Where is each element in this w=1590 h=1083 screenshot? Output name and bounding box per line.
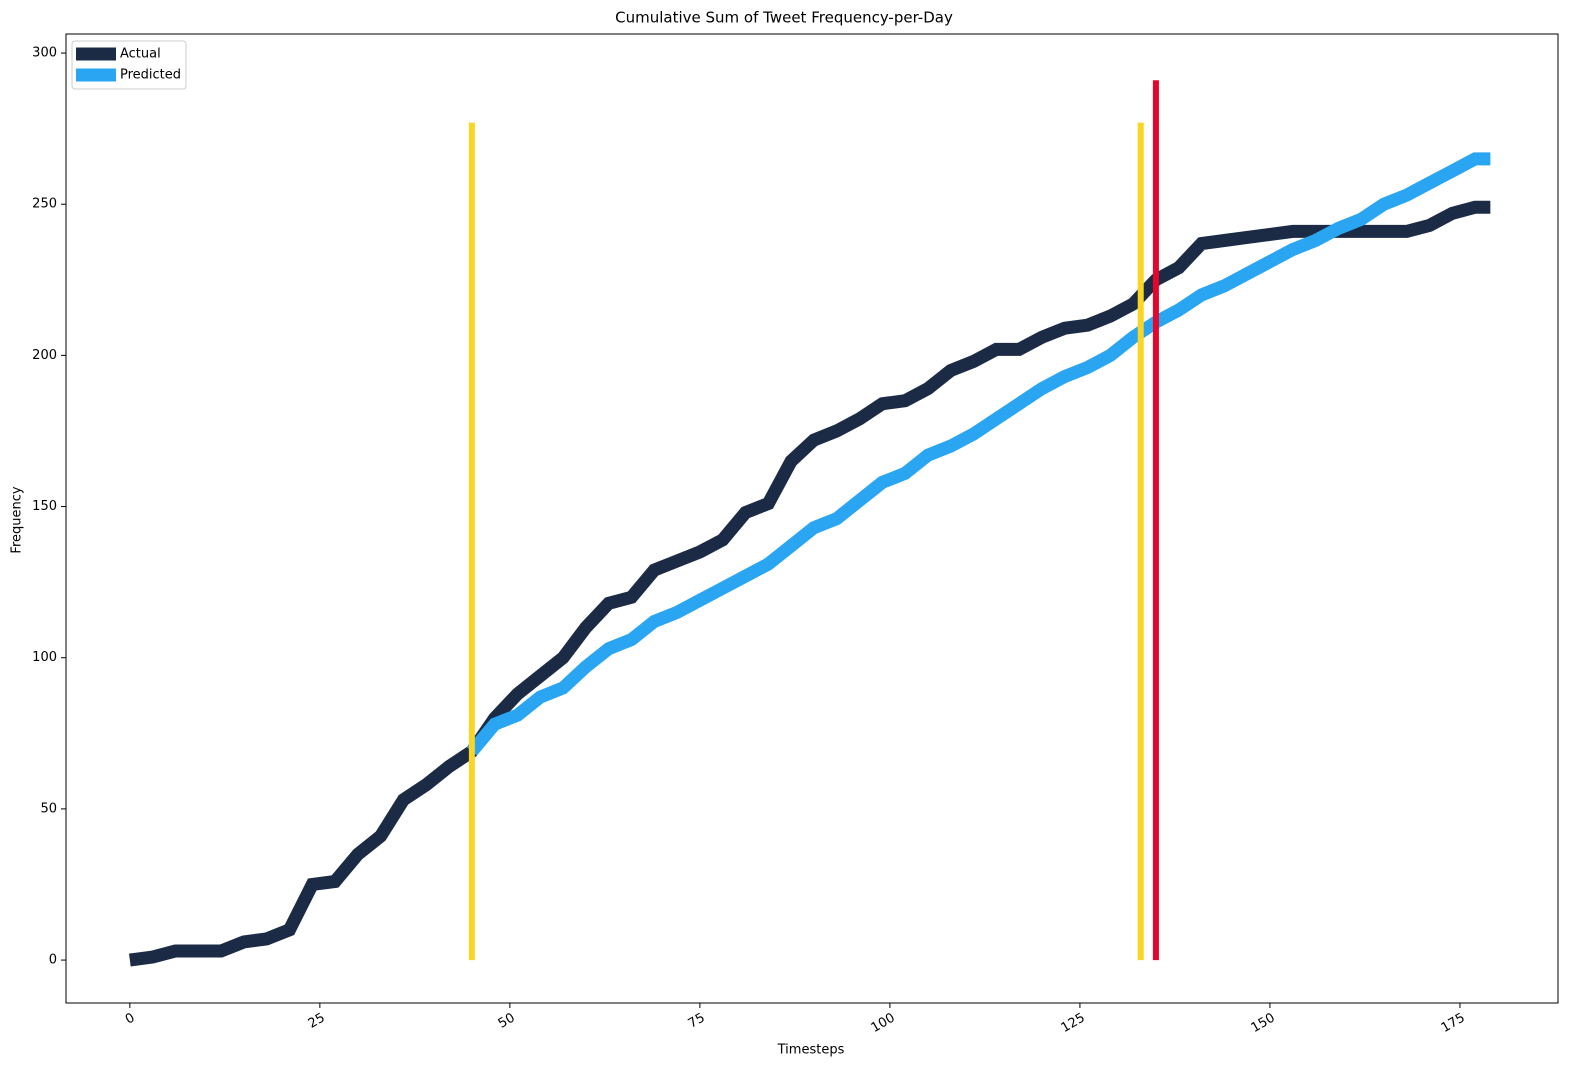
x-tick-label: 75 (686, 1011, 708, 1032)
y-axis-label: Frequency (10, 486, 25, 553)
series-line (128, 200, 1491, 967)
y-tick-label: 250 (32, 197, 57, 212)
x-axis-label: Timesteps (777, 1043, 845, 1058)
chart-title: Cumulative Sum of Tweet Frequency-per-Da… (615, 9, 953, 27)
x-tick-label: 125 (1059, 1011, 1088, 1036)
x-tick-label: 100 (869, 1011, 898, 1036)
legend-label: Actual (120, 47, 161, 62)
chart: Cumulative Sum of Tweet Frequency-per-Da… (10, 9, 1559, 1058)
x-tick-label: 0 (123, 1011, 138, 1028)
y-tick-label: 50 (40, 801, 57, 816)
plot-frame (65, 33, 1559, 1004)
y-tick-label: 200 (32, 348, 57, 363)
y-tick-label: 300 (32, 46, 57, 61)
series-line (466, 152, 1491, 756)
y-tick-label: 150 (32, 499, 57, 514)
x-tick-label: 175 (1439, 1011, 1468, 1036)
y-tick-label: 100 (32, 650, 57, 665)
y-tick-label: 0 (49, 953, 57, 968)
x-tick-label: 25 (306, 1011, 328, 1032)
legend-label: Predicted (120, 68, 181, 83)
x-tick-label: 150 (1249, 1011, 1278, 1036)
x-tick-label: 50 (496, 1011, 518, 1032)
